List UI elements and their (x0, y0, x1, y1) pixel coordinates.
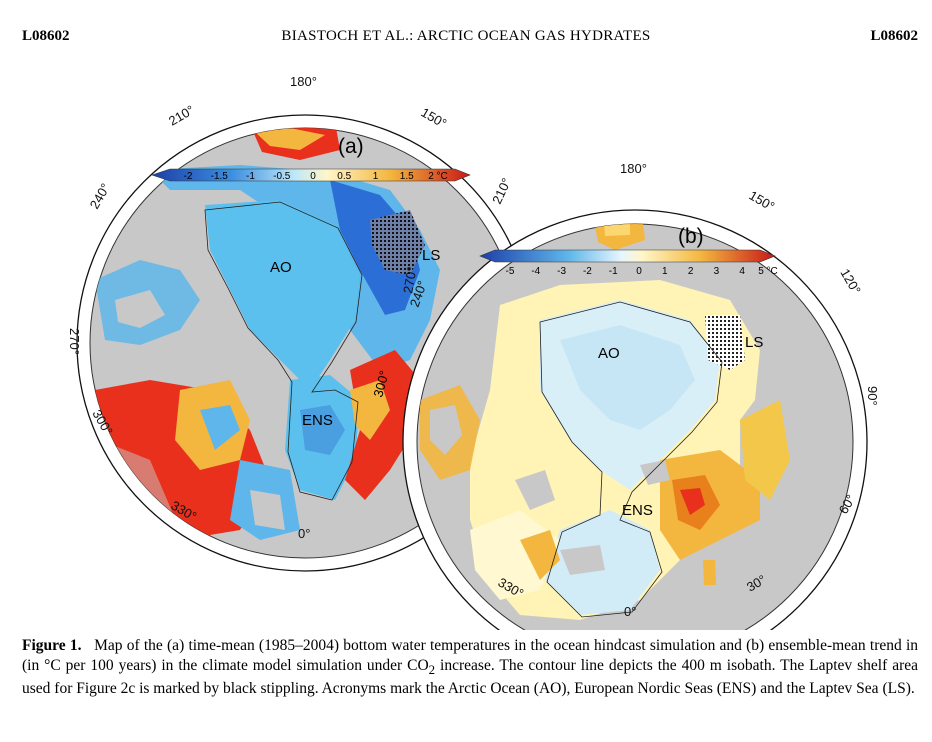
panel-b-lon-150: 150° (747, 188, 778, 214)
figure-caption: Figure 1. Map of the (a) time-mean (1985… (22, 636, 918, 699)
panel-a-lon-270: 270° (67, 328, 82, 355)
panel-b-colorbar-tick: 2 (688, 266, 694, 277)
figure-1-maps: -2 -1.5 -1 -0.5 0 0.5 1 1.5 2 °C (a) 180° 150° 2… (67, 74, 880, 630)
panel-b-colorbar-tick: -1 (609, 266, 618, 277)
panel-a-colorbar-ticks: -2 -1.5 -1 -0.5 0 0.5 1 1.5 2 °C (184, 171, 448, 182)
panel-a-lon-0: 0° (298, 526, 310, 541)
panel-a-lon-210: 210° (166, 102, 197, 128)
header-right-id: L08602 (870, 28, 918, 44)
panel-b-colorbar-tick: 0 (636, 266, 642, 277)
panel-b-label: (b) (678, 225, 704, 248)
panel-b-colorbar-ticks: -5 -4 -3 -2 -1 0 1 2 3 4 5 °C (506, 266, 778, 277)
panel-a-colorbar-tick: -0.5 (273, 171, 291, 182)
panel-b-colorbar-tick: -4 (531, 266, 540, 277)
panel-a-lon-300-edge: 300° (370, 369, 391, 399)
panel-a-colorbar-tick: 1.5 (400, 171, 414, 182)
panel-b-region-ao: AO (598, 345, 620, 362)
panel-b-colorbar-tick: 1 (662, 266, 668, 277)
panel-b-lon-90: 90° (865, 386, 880, 406)
panel-a-lon-180: 180° (290, 74, 317, 89)
panel-a-colorbar-tick: 0 (310, 171, 316, 182)
panel-b-region-ens: ENS (622, 502, 653, 519)
panel-a-lon-150: 150° (419, 105, 450, 131)
caption-text-1: Map of the (a) time-mean (1985–2004) bot… (22, 637, 919, 674)
panel-b-colorbar-tick: 3 (714, 266, 720, 277)
header-running-title: BIASTOCH ET AL.: ARCTIC OCEAN GAS HYDRAT… (281, 28, 651, 44)
panel-a-colorbar-tick: -2 (184, 171, 193, 182)
panel-b-lon-210: 210° (489, 176, 514, 207)
panel-a-colorbar-tick: 1 (373, 171, 379, 182)
panel-b-region-ls: LS (745, 334, 763, 351)
panel-b-colorbar-tick: 5 °C (758, 266, 778, 277)
panel-a-lon-240: 240° (87, 181, 113, 212)
header-left-id: L08602 (22, 28, 70, 44)
panel-b-colorbar-tick: -5 (506, 266, 515, 277)
panel-a-region-ens: ENS (302, 412, 333, 429)
panel-a-lon-270-edge: 270° (400, 265, 419, 294)
panel-b-map: -5 -4 -3 -2 -1 0 1 2 3 4 5 °C (b) 180° 150° 120° 9… (402, 161, 880, 630)
caption-label: Figure 1. (22, 637, 82, 654)
panel-a-label: (a) (338, 135, 364, 158)
panel-b-colorbar-tick: 4 (739, 266, 745, 277)
panel-a-colorbar-tick: -1 (246, 171, 255, 182)
panel-b-lon-0: 0° (624, 604, 636, 619)
panel-a-region-ao: AO (270, 259, 292, 276)
panel-a-region-ls: LS (422, 247, 440, 264)
caption-subscript: 2 (428, 661, 436, 677)
panel-b-lon-180: 180° (620, 161, 647, 176)
panel-a-colorbar-tick: 2 °C (428, 171, 448, 182)
panel-a-colorbar-tick: 0.5 (337, 171, 351, 182)
caption-text-2: increase. The contour line depicts the 4… (22, 656, 918, 698)
panel-b-colorbar-tick: -3 (557, 266, 566, 277)
panel-b-colorbar-tick: -2 (583, 266, 592, 277)
panel-a-colorbar-tick: -1.5 (211, 171, 229, 182)
panel-b-lon-120: 120° (837, 266, 863, 297)
